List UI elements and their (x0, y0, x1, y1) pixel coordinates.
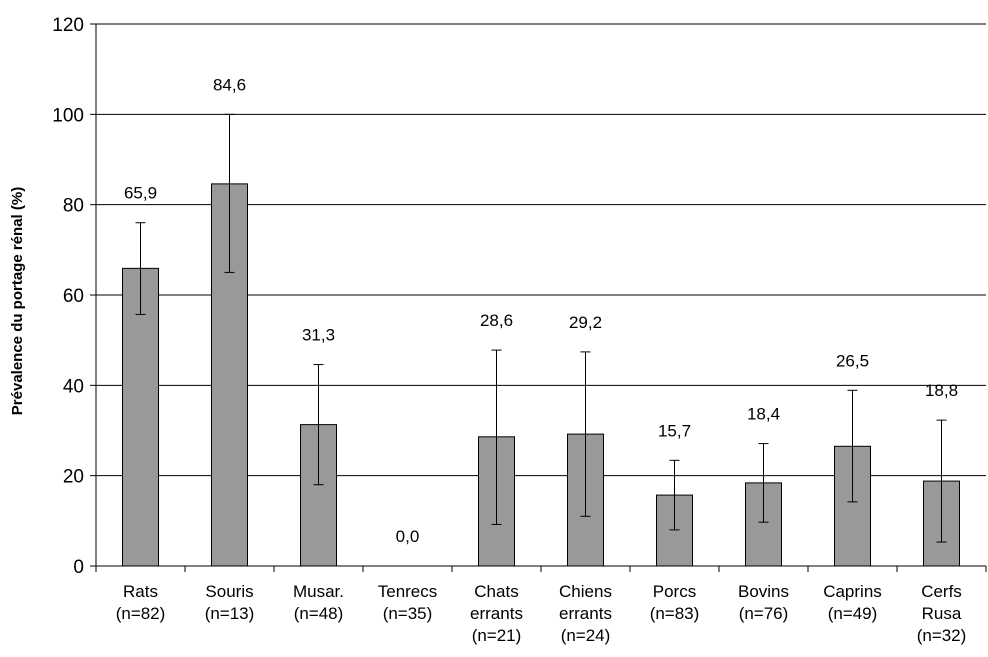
data-label: 26,5 (836, 351, 869, 370)
category-label-line: Souris (205, 582, 253, 601)
y-tick-label: 80 (63, 196, 84, 217)
category-label-line: (n=49) (828, 604, 878, 623)
category-label-line: Porcs (653, 582, 696, 601)
y-tick-label: 20 (63, 467, 84, 488)
category-label-line: (n=48) (294, 604, 344, 623)
category-label-line: Caprins (823, 582, 882, 601)
category-label-line: (n=24) (561, 626, 611, 645)
category-label: Porcs (n=83) (650, 582, 700, 623)
category-label-line: errants (470, 604, 523, 623)
category-label-line: Rats (123, 582, 158, 601)
error-bars (135, 113, 947, 543)
data-label: 15,7 (658, 421, 691, 440)
bar (745, 482, 782, 567)
category-label-line: (n=21) (472, 626, 522, 645)
data-label: 18,8 (925, 381, 958, 400)
data-labels: 65,9 84,6 31,3 0,0 28,6 29,2 15,7 18,4 26,5 18,8 (124, 75, 958, 546)
data-label: 31,3 (302, 326, 335, 345)
category-label-line: (n=13) (205, 604, 255, 623)
category-label-line: (n=83) (650, 604, 700, 623)
category-label: Bovins (n=76) (738, 582, 789, 623)
bar (122, 267, 159, 567)
data-label: 28,6 (480, 311, 513, 330)
category-label: Caprins (n=49) (823, 582, 882, 623)
data-label: 0,0 (396, 527, 420, 546)
category-label: Tenrecs (n=35) (378, 582, 438, 623)
y-axis-title: Prévalence du portage rénal (%) (9, 187, 26, 415)
data-label: 29,2 (569, 313, 602, 332)
category-label: Musar. (n=48) (293, 582, 344, 623)
y-tick-label: 60 (63, 286, 84, 307)
category-label-line: (n=32) (917, 626, 967, 645)
category-label-line: Cerfs (921, 582, 962, 601)
category-label-line: (n=35) (383, 604, 433, 623)
y-tick-labels: 0 20 40 60 80 100 120 (52, 15, 84, 578)
data-label: 84,6 (213, 75, 246, 94)
category-label: Cerfs Rusa (n=32) (917, 582, 967, 645)
category-label-line: Rusa (922, 604, 962, 623)
y-tick-label: 120 (52, 15, 84, 36)
category-label-line: Chiens (559, 582, 612, 601)
data-label: 18,4 (747, 405, 780, 424)
category-label-line: Musar. (293, 582, 344, 601)
bar (300, 424, 337, 567)
bars (122, 183, 960, 567)
category-label-line: (n=82) (116, 604, 166, 623)
category-label-line: Tenrecs (378, 582, 438, 601)
category-label-line: (n=76) (739, 604, 789, 623)
category-labels: Rats (n=82) Souris (n=13) Musar. (n=48) Tenrec… (116, 582, 967, 645)
category-label-line: Bovins (738, 582, 789, 601)
category-label: Chats errants (n=21) (470, 582, 523, 645)
category-label: Souris (n=13) (205, 582, 255, 623)
category-label-line: errants (559, 604, 612, 623)
category-label: Rats (n=82) (116, 582, 166, 623)
y-tick-label: 100 (52, 105, 84, 126)
category-label-line: Chats (474, 582, 518, 601)
data-label: 65,9 (124, 184, 157, 203)
category-label: Chiens errants (n=24) (559, 582, 612, 645)
y-tick-label: 40 (63, 376, 84, 397)
y-tick-label: 0 (73, 557, 84, 578)
